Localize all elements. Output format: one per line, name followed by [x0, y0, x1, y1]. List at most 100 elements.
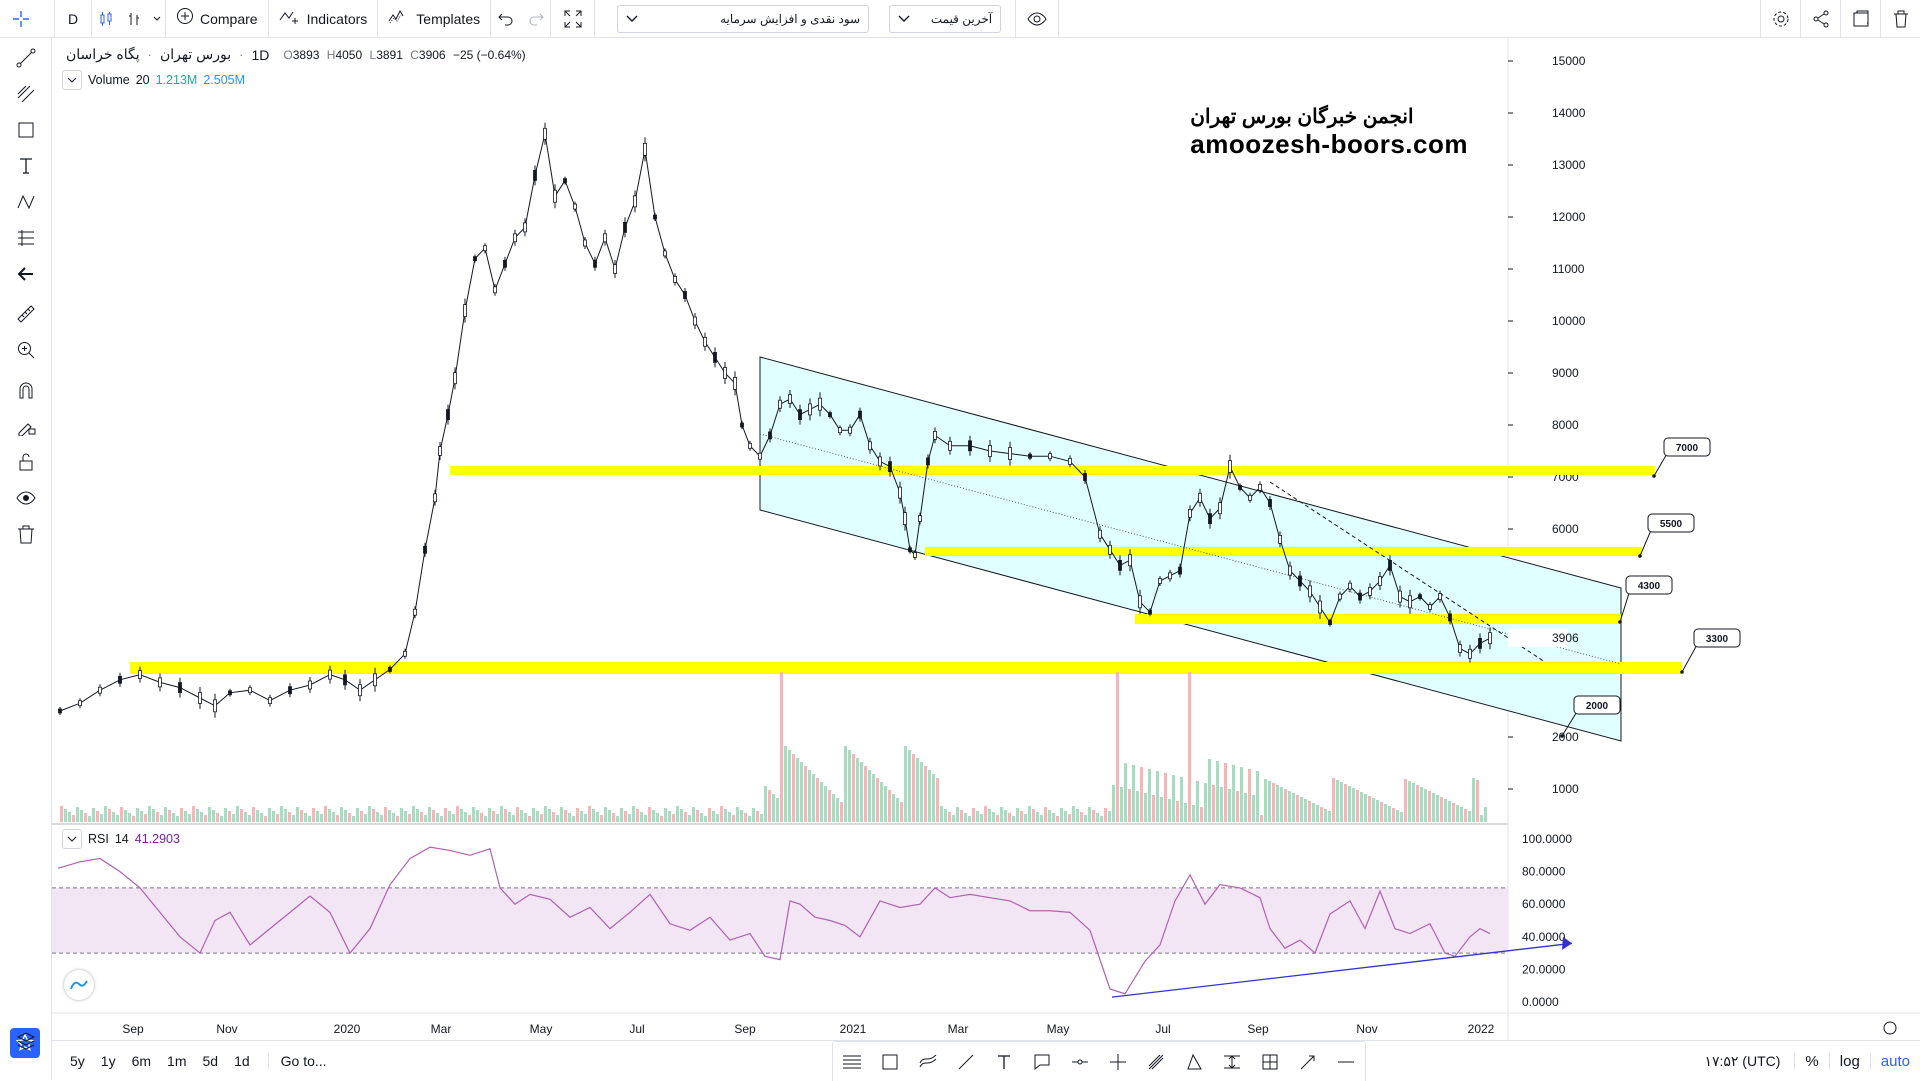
volume-bar: [512, 815, 515, 822]
rect-tool-icon[interactable]: [871, 1043, 909, 1081]
range-button-1m[interactable]: 1m: [167, 1052, 187, 1069]
callout-icon[interactable]: [1023, 1043, 1061, 1081]
horizontal-ray-icon[interactable]: [1061, 1043, 1099, 1081]
bottom-bar: 5y 1y 6m 1m 5d 1d Go to... ۱۷:۵۲ (UTC) % log …: [52, 1040, 1920, 1081]
log-scale-toggle[interactable]: log: [1828, 1052, 1870, 1070]
volume-bar: [620, 808, 623, 822]
interval-button[interactable]: D: [54, 0, 92, 38]
candle-body: [1478, 638, 1482, 649]
layout-icon[interactable]: [1840, 0, 1880, 38]
volume-bar: [1204, 783, 1207, 822]
unlock-icon[interactable]: [0, 444, 52, 480]
layers-icon[interactable]: [0, 1026, 52, 1056]
volume-bar: [1008, 813, 1011, 822]
chart-canvas[interactable]: 15000 14000 13000 12000 11000 10000 9000 8000 70…: [52, 38, 1920, 1040]
range-tool-icon[interactable]: [1213, 1043, 1251, 1081]
trend-line-icon[interactable]: [0, 40, 52, 76]
volume-bar: [1164, 773, 1167, 822]
settings-icon[interactable]: [1760, 0, 1800, 38]
tradingview-logo-icon[interactable]: [64, 970, 94, 1000]
redo-icon[interactable]: [521, 0, 552, 38]
cross-line-icon[interactable]: [1099, 1043, 1137, 1081]
text-icon[interactable]: [0, 148, 52, 184]
pitchfork-icon[interactable]: [1137, 1043, 1175, 1081]
rsi-axis-label: 40.0000: [1522, 930, 1566, 944]
auto-scale-toggle[interactable]: auto: [1869, 1052, 1920, 1070]
volume-bar: [92, 808, 95, 822]
candle-body: [1118, 560, 1122, 571]
indicators-button[interactable]: Indicators: [269, 0, 379, 38]
visibility-icon[interactable]: [0, 480, 52, 516]
volume-bar: [140, 811, 143, 822]
goto-button[interactable]: Go to...: [267, 1052, 339, 1069]
volume-bar: [428, 807, 431, 822]
eye-icon[interactable]: [1015, 0, 1060, 38]
lock-drawing-icon[interactable]: [0, 408, 52, 444]
watermark-line-1: انجمن خبرگان بورس تهران: [1190, 106, 1414, 128]
volume-bar: [508, 812, 511, 822]
volume-bar: [868, 770, 871, 822]
candle-body: [1218, 502, 1222, 515]
trash-icon[interactable]: [1880, 0, 1920, 38]
candle-body: [533, 169, 537, 181]
volume-bar: [1312, 803, 1315, 822]
pattern-icon[interactable]: [0, 184, 52, 220]
date-price-range-icon[interactable]: [1251, 1043, 1289, 1081]
volume-bar: [320, 814, 323, 822]
remove-drawings-icon[interactable]: [0, 516, 52, 552]
fib-icon[interactable]: [0, 76, 52, 112]
volume-bar: [1124, 763, 1127, 822]
chevron-down-icon[interactable]: [148, 0, 166, 38]
level-anchor: [1652, 474, 1656, 478]
volume-bar: [1184, 803, 1187, 822]
share-icon[interactable]: [1800, 0, 1840, 38]
ohlc-values: O3893 H4050 L3891 C3906 −25 (−0.64%): [283, 47, 526, 62]
rectangle-icon[interactable]: [0, 112, 52, 148]
brush-icon[interactable]: [909, 1043, 947, 1081]
range-button-1d[interactable]: 1d: [234, 1052, 250, 1069]
volume-bar: [288, 812, 291, 822]
rsi-collapse-button[interactable]: [62, 829, 82, 849]
text-tool-icon[interactable]: [985, 1043, 1023, 1081]
volume-bar: [1228, 789, 1231, 822]
horizontal-line-icon[interactable]: [1327, 1043, 1365, 1081]
zoom-in-icon[interactable]: [0, 332, 52, 368]
arrow-left-icon[interactable]: [0, 256, 52, 292]
line-tool-icon[interactable]: [947, 1043, 985, 1081]
volume-bar: [1152, 795, 1155, 822]
volume-bar: [1340, 782, 1343, 822]
range-button-1y[interactable]: 1y: [100, 1052, 116, 1069]
range-button-5d[interactable]: 5d: [202, 1052, 219, 1069]
lines-menu-icon[interactable]: [833, 1043, 871, 1081]
volume-bar: [340, 807, 343, 822]
prediction-icon[interactable]: [0, 220, 52, 256]
volume-bar: [1324, 809, 1327, 822]
crosshair-icon[interactable]: [8, 0, 34, 38]
volume-bar: [820, 782, 823, 822]
compare-button[interactable]: Compare: [166, 0, 269, 38]
candles-icon[interactable]: [92, 0, 120, 38]
percent-scale-toggle[interactable]: %: [1794, 1052, 1828, 1070]
templates-button[interactable]: Templates: [378, 0, 492, 38]
price-select[interactable]: آخرین قیمت: [889, 4, 1002, 33]
ruler-icon[interactable]: [0, 296, 52, 332]
range-button-5y[interactable]: 5y: [70, 1052, 85, 1069]
range-button-6m[interactable]: 6m: [131, 1052, 152, 1069]
volume-bar: [644, 815, 647, 822]
fullscreen-icon[interactable]: [551, 0, 596, 38]
volume-bar: [608, 810, 611, 822]
clock-display[interactable]: ۱۷:۵۲ (UTC): [1704, 1052, 1781, 1069]
volume-collapse-button[interactable]: [62, 70, 82, 90]
volume-bar: [904, 746, 907, 822]
bar-style-icon[interactable]: [120, 0, 148, 38]
triangle-icon[interactable]: [1175, 1043, 1213, 1081]
volume-bar: [848, 750, 851, 822]
candle-body: [703, 336, 707, 347]
volume-bar: [1100, 816, 1103, 822]
volume-bar: [744, 813, 747, 822]
undo-icon[interactable]: [491, 0, 521, 38]
magnet-icon[interactable]: [0, 372, 52, 408]
arrow-tool-icon[interactable]: [1289, 1043, 1327, 1081]
indicator-select[interactable]: سود نقدی و افزایش سرمایه: [617, 4, 870, 33]
volume-series: [60, 672, 1487, 822]
